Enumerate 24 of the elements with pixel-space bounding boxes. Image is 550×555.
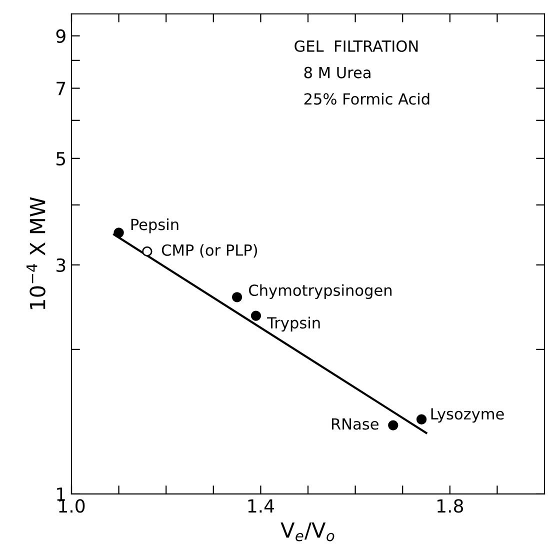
y-tick-label: 5 <box>56 152 66 166</box>
point <box>388 420 398 430</box>
point <box>114 228 124 238</box>
y-tick-label: 7 <box>56 82 66 96</box>
annotation: Trypsin <box>267 316 320 332</box>
x-tick-label: 1.4 <box>248 499 274 513</box>
x-axis-title: V$_{e}$/V$_{o}$ <box>280 522 334 542</box>
annotation: Chymotrypsinogen <box>249 284 392 299</box>
point <box>232 292 242 302</box>
point <box>142 246 152 257</box>
x-tick-label: 1.0 <box>59 499 85 513</box>
point <box>250 310 262 321</box>
y-axis-title: 10$^{−4}$ X MW <box>26 197 46 310</box>
annotation: Pepsin <box>131 218 178 234</box>
annotation: 25% Formic Acid <box>304 92 430 105</box>
annotation: GEL FILTRATION <box>294 40 418 52</box>
annotation: 8 M Urea <box>304 66 370 78</box>
x-tick-label: 1.8 <box>438 499 464 513</box>
point <box>416 414 427 424</box>
y-tick-label: 3 <box>56 258 66 272</box>
y-tick-label: 9 <box>56 29 66 43</box>
annotation: RNase <box>332 418 378 430</box>
annotation: Lysozyme <box>431 408 504 423</box>
annotation: CMP (or PLP) <box>162 244 258 258</box>
